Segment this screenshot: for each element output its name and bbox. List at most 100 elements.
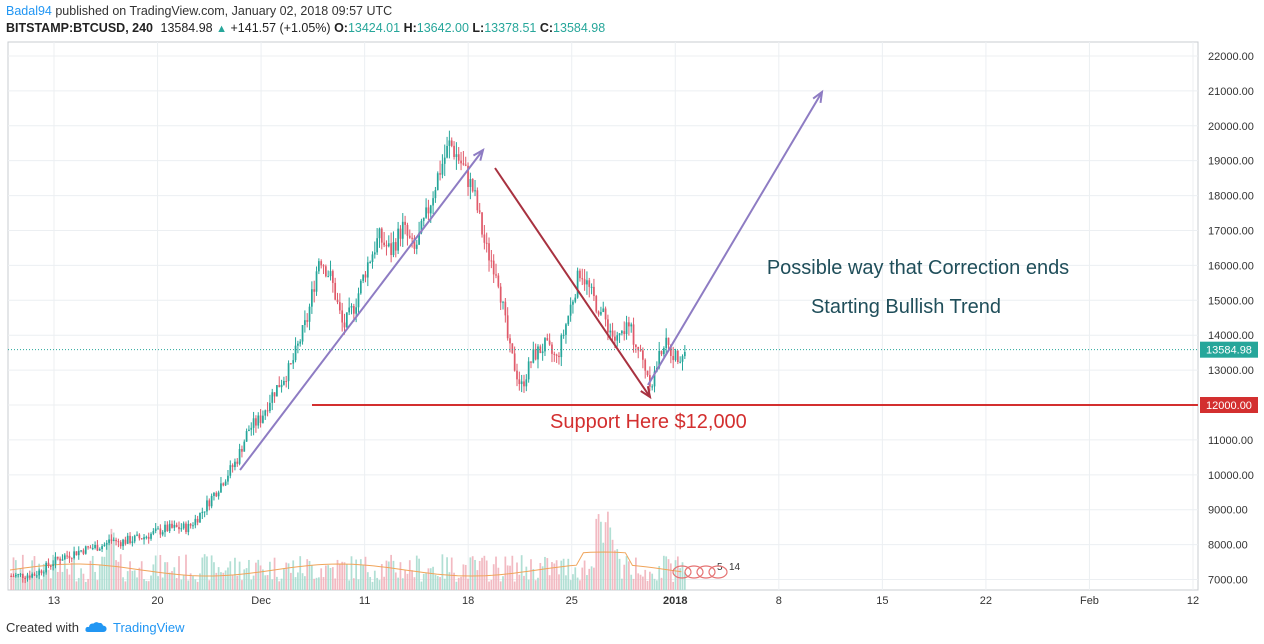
volume-bar (662, 555, 665, 590)
symbol: BITSTAMP:BTCUSD, 240 (6, 21, 154, 35)
candle-body (201, 511, 204, 514)
candle-body (662, 348, 665, 355)
volume-bar (436, 576, 439, 590)
candle-body (660, 350, 663, 355)
candle-body (471, 178, 474, 192)
volume-bar (147, 581, 150, 590)
candle-body (185, 523, 187, 533)
candle-body (271, 392, 274, 403)
x-tick-label: 22 (980, 595, 992, 607)
volume-bar (569, 580, 572, 590)
author-link[interactable]: Badal94 (6, 4, 52, 18)
candle-body (371, 254, 374, 262)
candle-body (315, 271, 318, 292)
volume-bar (140, 561, 143, 590)
volume-bar (175, 578, 178, 590)
candle-body (625, 322, 628, 335)
candle-body (502, 301, 504, 303)
candle-body (19, 573, 22, 575)
y-tick-label: 17000.00 (1208, 225, 1254, 237)
y-tick-label: 7000.00 (1208, 575, 1248, 587)
volume-bar (460, 576, 462, 590)
candle-body (138, 534, 141, 539)
volume-bar (537, 577, 539, 590)
candle-body (227, 475, 229, 482)
volume-bar (192, 575, 194, 590)
volume-bar (17, 575, 20, 590)
brand-label: TradingView (112, 619, 185, 635)
candle-body (404, 221, 406, 225)
candle-body (569, 304, 572, 316)
candle-body (110, 539, 113, 541)
volume-bar (196, 581, 199, 590)
volume-bar (161, 577, 164, 590)
candle-body (140, 538, 143, 540)
candle-body (397, 228, 399, 251)
volume-bar (551, 562, 553, 590)
volume-bar (63, 554, 66, 590)
volume-bar (194, 579, 197, 590)
volume-bar (541, 566, 544, 590)
volume-bar (152, 564, 155, 590)
volume-bar (628, 561, 630, 590)
volume-bar (73, 558, 75, 590)
volume-bar (185, 554, 187, 590)
candle-body (96, 544, 99, 551)
volume-bar (399, 562, 402, 590)
candle-body (343, 322, 346, 328)
candle-body (390, 243, 392, 256)
x-tick-label: 11 (359, 595, 370, 607)
uptrend-arrow (239, 149, 484, 471)
candle-body (322, 265, 325, 267)
candle-body (273, 392, 276, 397)
volume-bar (481, 557, 483, 590)
volume-bar (182, 575, 185, 590)
candle-body (143, 537, 145, 540)
volume-bar (618, 558, 621, 590)
chart-grid (7, 41, 1199, 591)
candle-body (558, 355, 560, 358)
volume-bar (471, 556, 474, 590)
candle-body (530, 361, 532, 363)
volume-bar (336, 559, 339, 590)
volume-bar (660, 577, 663, 590)
volume-bar (602, 542, 605, 590)
candle-body (681, 356, 684, 362)
candle-body (341, 310, 344, 323)
candle-body (42, 572, 45, 574)
candle-body (518, 379, 521, 385)
volume-bar (341, 561, 344, 590)
candle-body (112, 539, 115, 541)
volume-bar (464, 564, 467, 590)
candle-body (366, 262, 369, 278)
candle-body (532, 349, 535, 363)
ohlc-line: BITSTAMP:BTCUSD, 240 13584.98 ▲ +141.57 … (6, 21, 606, 35)
candle-body (369, 261, 372, 263)
candle-body (644, 359, 647, 371)
y-tick-label: 11000.00 (1208, 435, 1253, 447)
candle-body (122, 539, 124, 547)
candle-body (618, 333, 621, 336)
candle-body (77, 550, 80, 556)
tradingview-cloud-icon (85, 622, 107, 632)
candle-body (224, 481, 227, 486)
volume-bar (171, 571, 173, 590)
candle-body (383, 242, 385, 246)
volume-bar (245, 568, 248, 590)
candle-body (474, 190, 476, 192)
candle-body (595, 296, 598, 312)
candle-body (443, 157, 446, 164)
up-triangle-icon: ▲ (216, 23, 228, 35)
candle-body (297, 343, 299, 346)
tradingview-link[interactable]: TradingView (85, 620, 185, 635)
high-value: 13642.00 (416, 21, 469, 35)
volume-bar (644, 569, 647, 590)
uptrend-arrow-head (472, 147, 485, 161)
candle-body (338, 302, 341, 311)
volume-bar (315, 577, 318, 590)
volume-bar (266, 575, 269, 590)
volume-bar (672, 581, 675, 590)
candle-body (49, 565, 52, 567)
close-value: 13584.98 (553, 21, 606, 35)
